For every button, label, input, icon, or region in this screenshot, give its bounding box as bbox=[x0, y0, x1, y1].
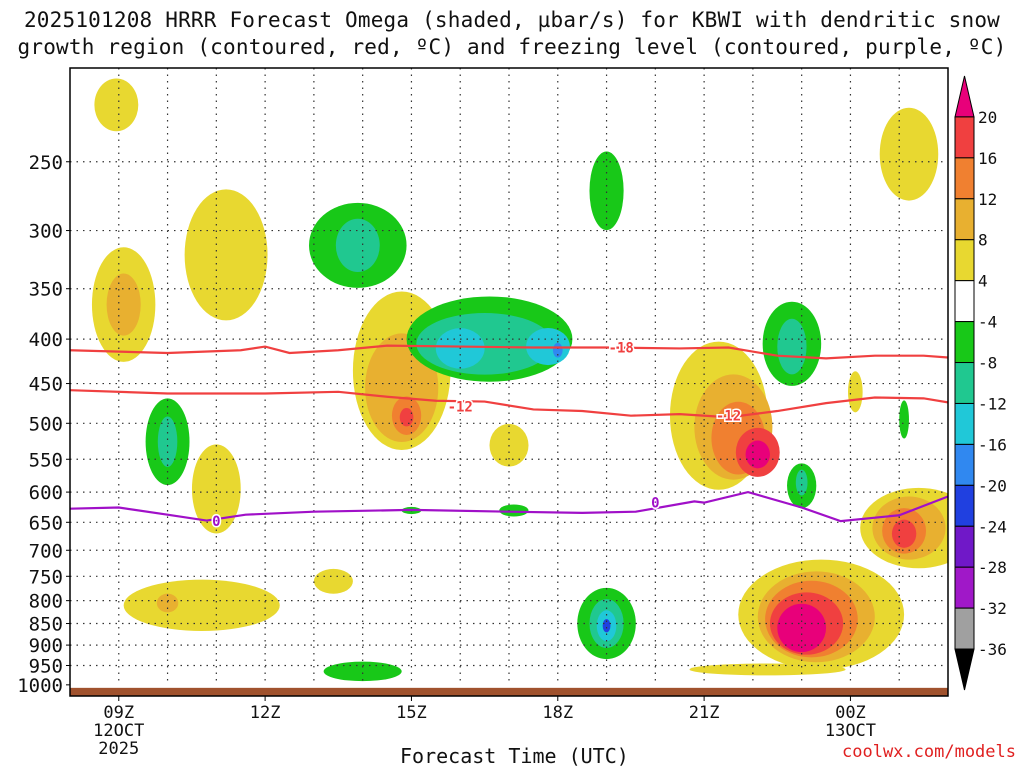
x-tick-label-1-line3: 2025 bbox=[98, 739, 139, 759]
omega-area-10 bbox=[191, 444, 241, 534]
colorbar-cell-5 bbox=[954, 280, 975, 323]
colorbar-cell-10 bbox=[954, 484, 975, 527]
colorbar-cell-2 bbox=[954, 157, 975, 200]
colorbar-cell-8 bbox=[954, 402, 975, 445]
y-tick-label-400: 400 bbox=[29, 329, 63, 351]
contour-line-2 bbox=[70, 344, 948, 360]
omega-area-29 bbox=[848, 371, 863, 413]
contour-label-0-1: 0 bbox=[651, 496, 659, 512]
omega-area-45 bbox=[499, 504, 529, 517]
omega-area-42 bbox=[313, 568, 353, 594]
x-tick-label-10-line1: 18Z bbox=[542, 703, 573, 723]
colorbar-cell-6 bbox=[954, 321, 975, 364]
x-tick-label-1-line2: 12OCT bbox=[93, 721, 144, 741]
colorbar-label-7: -12 bbox=[978, 394, 1007, 413]
contour-label-0-0: 0 bbox=[212, 514, 220, 530]
surface-band bbox=[70, 687, 948, 696]
omega-area-51 bbox=[602, 619, 611, 633]
x-tick-label-13-line1: 21Z bbox=[689, 703, 720, 723]
omega-area-41 bbox=[156, 593, 179, 613]
colorbar-label-13: -36 bbox=[978, 640, 1007, 659]
omega-area-3 bbox=[94, 78, 139, 132]
omega-area-7 bbox=[399, 408, 414, 427]
colorbar-label-3: 8 bbox=[978, 231, 988, 250]
y-tick-label-500: 500 bbox=[29, 413, 63, 435]
contour-label-1-1: -12 bbox=[716, 409, 741, 425]
colorbar-label-4: 4 bbox=[978, 272, 988, 291]
omega-area-47 bbox=[899, 400, 909, 439]
y-tick-label-1000: 1000 bbox=[17, 675, 63, 697]
x-tick-label-7-line1: 15Z bbox=[396, 703, 427, 723]
x-axis-label: Forecast Time (UTC) bbox=[400, 744, 629, 768]
colorbar-cell-11 bbox=[954, 525, 975, 568]
colorbar-cell-bottom bbox=[954, 648, 975, 691]
omega-area-43 bbox=[323, 661, 402, 682]
omega-area-2 bbox=[184, 189, 268, 321]
y-tick-label-700: 700 bbox=[29, 540, 63, 562]
y-tick-label-350: 350 bbox=[29, 279, 63, 301]
colorbar-label-12: -32 bbox=[978, 599, 1007, 618]
colorbar-label-1: 16 bbox=[978, 149, 997, 168]
omega-area-39 bbox=[689, 663, 846, 676]
omega-area-1 bbox=[106, 273, 141, 336]
x-tick-label-16-line1: 00Z bbox=[835, 703, 866, 723]
plot-frame bbox=[69, 67, 949, 697]
y-tick-label-600: 600 bbox=[29, 482, 63, 504]
omega-area-9 bbox=[157, 416, 178, 467]
y-tick-label-300: 300 bbox=[29, 221, 63, 243]
colorbar-label-9: -20 bbox=[978, 476, 1007, 495]
colorbar-cell-13 bbox=[954, 607, 975, 650]
credit-link[interactable]: coolwx.com/models bbox=[842, 742, 1016, 762]
colorbar-cell-9 bbox=[954, 443, 975, 486]
colorbar-label-0: 20 bbox=[978, 108, 997, 127]
colorbar-cell-top bbox=[954, 75, 975, 118]
colorbar-label-5: -4 bbox=[978, 313, 997, 332]
y-tick-label-650: 650 bbox=[29, 512, 63, 534]
y-tick-label-950: 950 bbox=[29, 655, 63, 677]
omega-area-28 bbox=[879, 107, 939, 201]
y-tick-label-550: 550 bbox=[29, 449, 63, 471]
chart-title-line2: growth region (contoured, red, ºC) and f… bbox=[17, 35, 1007, 59]
y-axis: 2503003504004505005506006507007508008509… bbox=[17, 152, 70, 697]
colorbar-cell-4 bbox=[954, 239, 975, 282]
colorbar-label-2: 12 bbox=[978, 190, 997, 209]
colorbar-label-6: -8 bbox=[978, 354, 997, 373]
colorbar-cell-1 bbox=[954, 116, 975, 159]
y-tick-label-250: 250 bbox=[29, 152, 63, 174]
y-tick-label-850: 850 bbox=[29, 614, 63, 636]
contour-lines: 0 0 -12 -12 -18 bbox=[70, 339, 948, 532]
y-tick-label-900: 900 bbox=[29, 635, 63, 657]
contour-label-2-0: -18 bbox=[609, 340, 634, 356]
omega-area-27 bbox=[795, 469, 808, 496]
colorbar-cell-3 bbox=[954, 198, 975, 241]
contour-line-0 bbox=[70, 490, 948, 523]
chart-title-line1: 2025101208 HRRR Forecast Omega (shaded, … bbox=[23, 8, 1001, 32]
omega-shading bbox=[70, 78, 948, 696]
omega-area-25 bbox=[777, 318, 807, 375]
colorbar-cell-7 bbox=[954, 362, 975, 404]
y-tick-label-750: 750 bbox=[29, 566, 63, 588]
colorbar-label-11: -28 bbox=[978, 558, 1007, 577]
omega-area-18 bbox=[589, 151, 624, 231]
x-tick-label-1-line1: 09Z bbox=[103, 703, 134, 723]
y-tick-label-450: 450 bbox=[29, 374, 63, 396]
omega-area-33 bbox=[891, 519, 917, 548]
contour-label-1-0: -12 bbox=[448, 399, 473, 415]
omega-area-12 bbox=[335, 218, 380, 272]
omega-area-23 bbox=[745, 440, 770, 469]
x-tick-label-16-line2: 13OCT bbox=[825, 721, 876, 741]
colorbar-label-10: -24 bbox=[978, 517, 1007, 536]
x-tick-label-4-line1: 12Z bbox=[250, 703, 281, 723]
colorbar-label-8: -16 bbox=[978, 435, 1007, 454]
colorbar: 20 16 12 8 4 -4 -8 -12 -16 -20 -24 -28 -32 -36 bbox=[954, 75, 1007, 691]
omega-area-40 bbox=[123, 579, 280, 631]
gridlines bbox=[70, 68, 948, 685]
y-tick-label-800: 800 bbox=[29, 591, 63, 613]
contour-line-1 bbox=[70, 389, 948, 419]
colorbar-cell-12 bbox=[954, 566, 975, 609]
